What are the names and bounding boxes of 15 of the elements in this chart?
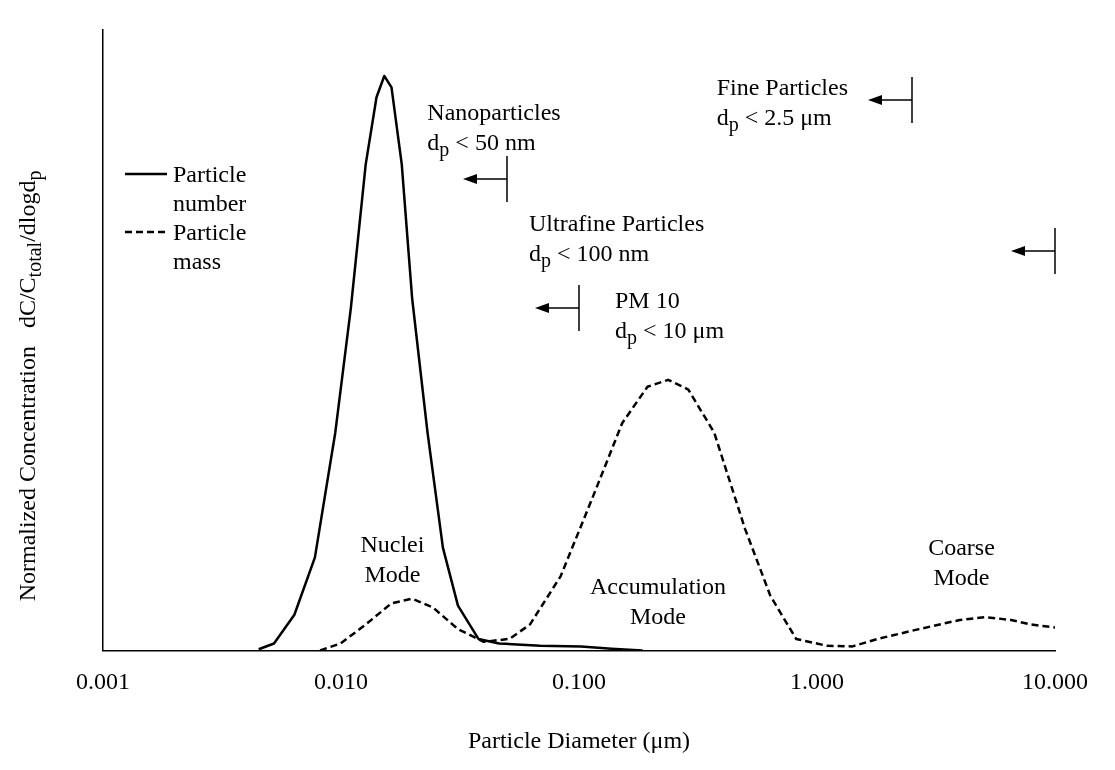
ref-line-label: Ultrafine Particles d$_{p}$ < 100 nm (529, 208, 705, 274)
legend-label: Particle mass (173, 218, 248, 276)
annotation: Accumulation Mode (590, 571, 726, 631)
x-axis-title: Particle Diameter (μm) (467, 726, 691, 753)
legend-label: PM 10 d$_{p}$ < 10 μm (615, 286, 725, 351)
x-tick-label: 1.000 (790, 668, 844, 695)
annotation: Coarse Mode (928, 532, 995, 592)
x-tick-label: 10.000 (1022, 668, 1088, 695)
ref-line-label: Nanoparticles d$_{p}$ < 50 nm (427, 97, 561, 163)
legend-label: Particle number (173, 160, 248, 218)
ref-line-label: Fine Particles d$_{p}$ < 2.5 μm (716, 73, 849, 138)
annotation: Nuclei Mode (360, 529, 425, 589)
x-tick-label: 0.010 (314, 668, 368, 695)
x-tick-label: 0.001 (76, 668, 130, 695)
x-tick-label: 0.100 (552, 668, 606, 695)
